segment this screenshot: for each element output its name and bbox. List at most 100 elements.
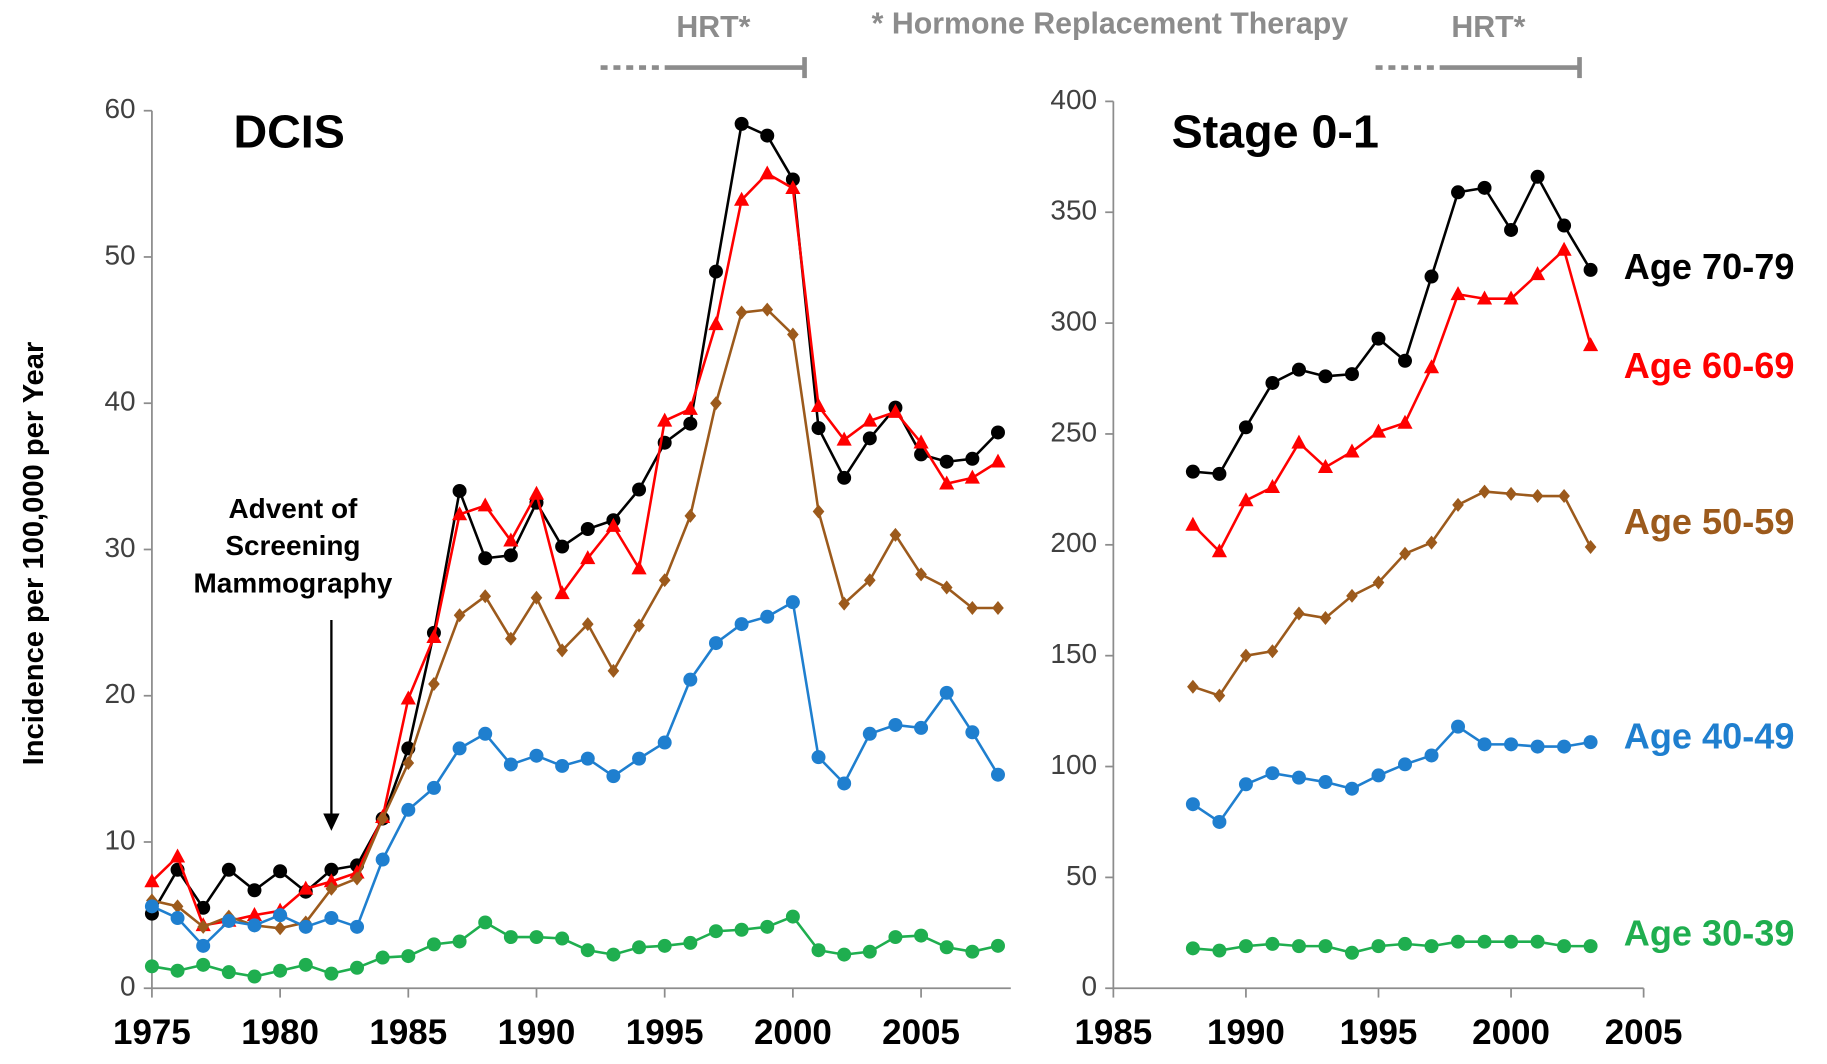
marker — [1451, 934, 1466, 949]
marker — [1317, 459, 1334, 474]
marker — [862, 431, 877, 446]
marker — [298, 880, 314, 895]
marker — [683, 672, 698, 687]
marker — [453, 608, 466, 623]
marker — [992, 600, 1004, 615]
marker — [1424, 748, 1439, 763]
footnote: * Hormone Replacement Therapy — [872, 8, 1349, 41]
marker — [760, 128, 775, 143]
marker — [221, 862, 236, 877]
marker — [1293, 606, 1305, 621]
marker — [710, 396, 722, 411]
marker — [144, 959, 159, 974]
annotation: Screening — [225, 530, 360, 561]
marker — [760, 609, 775, 624]
marker — [1584, 540, 1597, 555]
marker — [1211, 543, 1227, 558]
marker — [683, 416, 698, 431]
marker — [605, 517, 621, 532]
y-tick-label: 40 — [105, 386, 136, 417]
marker — [452, 741, 467, 756]
marker — [1478, 484, 1491, 499]
marker — [939, 454, 954, 469]
marker — [990, 938, 1005, 953]
marker — [247, 918, 262, 933]
marker — [684, 508, 697, 523]
marker — [734, 617, 749, 632]
marker — [325, 881, 338, 896]
marker — [221, 913, 236, 928]
marker — [785, 909, 800, 924]
marker — [1238, 777, 1253, 792]
y-tick-label: 30 — [105, 532, 136, 563]
marker — [1398, 353, 1412, 368]
marker — [554, 585, 570, 600]
series-line — [1192, 490, 1592, 698]
y-tick-label: 350 — [1050, 195, 1097, 226]
y-tick-label: 200 — [1050, 527, 1097, 558]
marker — [1398, 757, 1412, 772]
x-tick-label: 1995 — [1340, 1013, 1418, 1052]
marker — [1185, 464, 1200, 479]
marker — [760, 919, 775, 934]
marker — [170, 911, 185, 926]
marker — [1212, 466, 1227, 481]
marker — [632, 751, 647, 766]
marker — [1583, 337, 1599, 352]
marker — [196, 900, 211, 915]
marker — [862, 944, 877, 959]
marker — [990, 425, 1005, 440]
marker — [580, 943, 595, 958]
marker — [479, 589, 492, 604]
marker — [580, 751, 595, 766]
series-line — [151, 915, 999, 978]
marker — [914, 928, 929, 943]
marker — [734, 922, 749, 937]
marker — [273, 963, 288, 978]
x-tick-label: 2000 — [754, 1013, 832, 1052]
marker — [555, 931, 570, 946]
marker — [452, 934, 467, 949]
marker — [452, 506, 468, 521]
series-line — [1191, 247, 1592, 554]
marker — [324, 966, 339, 981]
marker — [1266, 644, 1279, 659]
marker — [1291, 362, 1306, 377]
marker — [478, 915, 493, 930]
legend-label: Age 30-39 — [1624, 912, 1795, 953]
marker — [1371, 331, 1386, 346]
hrt-label: HRT* — [1451, 11, 1525, 44]
marker — [1529, 266, 1546, 281]
marker — [914, 447, 929, 462]
marker — [657, 938, 672, 953]
marker — [1557, 939, 1572, 954]
marker — [1557, 739, 1572, 754]
y-tick-label: 10 — [105, 824, 136, 855]
marker — [632, 482, 647, 497]
marker — [1583, 262, 1598, 277]
marker — [350, 960, 365, 975]
marker — [966, 600, 979, 615]
marker — [1212, 814, 1227, 829]
marker — [1530, 934, 1545, 949]
marker — [1291, 434, 1307, 449]
marker — [1212, 943, 1227, 958]
marker — [1583, 735, 1598, 750]
y-tick-label: 50 — [105, 239, 136, 270]
marker — [196, 938, 211, 953]
hrt-label: HRT* — [676, 11, 750, 44]
marker — [683, 935, 698, 950]
y-tick-label: 250 — [1050, 416, 1097, 447]
marker — [1557, 218, 1572, 233]
series-line — [151, 308, 998, 930]
marker — [426, 629, 442, 644]
marker — [1504, 222, 1519, 237]
marker — [1265, 766, 1280, 781]
series-line — [1192, 173, 1592, 476]
marker — [1238, 939, 1253, 954]
marker — [1477, 934, 1492, 949]
marker — [708, 316, 724, 331]
annotation: Advent of — [228, 493, 358, 524]
marker — [1505, 486, 1517, 501]
